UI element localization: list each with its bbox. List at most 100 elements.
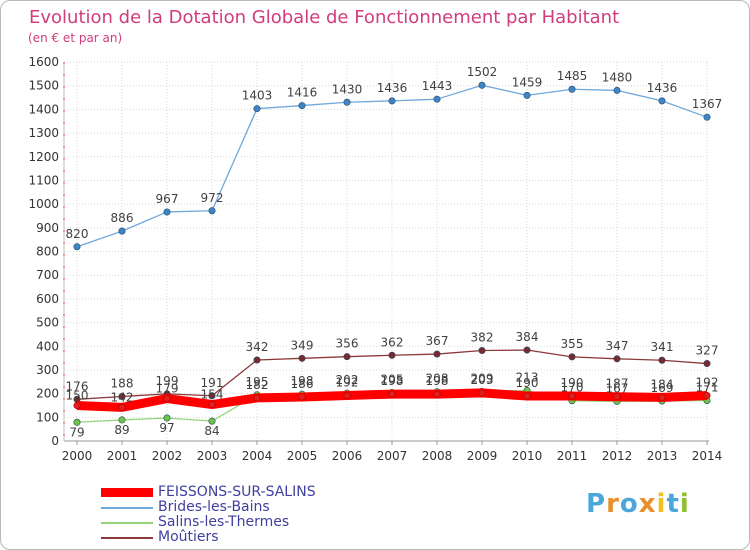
logo-letter: o [619, 489, 639, 519]
y-tick-label: 1300 [28, 126, 59, 140]
chart-subtitle: (en € et par an) [28, 31, 123, 45]
data-point-1 [658, 97, 666, 105]
data-point-0 [73, 401, 81, 409]
legend-label-feissons: FEISSONS-SUR-SALINS [158, 484, 316, 500]
data-label-1: 1436 [377, 81, 408, 95]
data-label-2: 202 [336, 373, 359, 387]
y-tick-label: 1200 [28, 150, 59, 164]
data-label-2: 205 [381, 372, 404, 386]
y-tick-label: 800 [36, 245, 59, 259]
data-point-1 [523, 91, 531, 99]
data-label-3: 176 [66, 379, 89, 393]
data-point-3 [343, 353, 351, 361]
logo-letter: i [679, 489, 690, 519]
data-point-3 [658, 356, 666, 364]
data-label-3: 356 [336, 337, 359, 351]
data-point-2 [208, 417, 216, 425]
data-point-1 [478, 81, 486, 89]
legend-label-moutiers: Moûtiers [158, 529, 219, 545]
x-tick-label: 2001 [107, 449, 138, 463]
x-tick-label: 2004 [242, 449, 273, 463]
data-point-3 [478, 347, 486, 355]
data-label-2: 209 [471, 371, 494, 385]
y-tick-label: 1600 [28, 55, 59, 69]
data-point-1 [253, 105, 261, 113]
data-label-3: 341 [651, 340, 674, 354]
data-label-3: 384 [516, 330, 539, 344]
data-point-1 [118, 227, 126, 235]
data-label-0: 142 [111, 390, 134, 404]
logo-letter: P [586, 489, 607, 519]
chart-title: Evolution de la Dotation Globale de Fonc… [29, 7, 620, 28]
data-point-1 [73, 243, 81, 251]
y-tick-label: 0 [51, 434, 59, 448]
data-label-0: 192 [696, 376, 719, 390]
data-label-2: 79 [69, 425, 84, 439]
data-label-1: 1502 [467, 65, 498, 79]
data-label-0: 203 [471, 373, 494, 387]
data-label-0: 179 [156, 382, 179, 396]
data-point-0 [478, 389, 486, 397]
data-label-3: 342 [246, 340, 269, 354]
legend-item-moutiers: Moûtiers [101, 530, 316, 545]
x-tick-label: 2012 [602, 449, 633, 463]
data-label-3: 191 [201, 376, 224, 390]
data-point-0 [523, 392, 531, 400]
data-point-0 [208, 401, 216, 409]
y-tick-label: 100 [36, 410, 59, 424]
legend-swatch-feissons [101, 488, 153, 497]
data-label-0: 186 [291, 377, 314, 391]
data-point-1 [298, 102, 306, 110]
data-label-2: 195 [246, 375, 269, 389]
data-point-1 [703, 113, 711, 121]
data-label-0: 190 [561, 376, 584, 390]
logo-letter: r [606, 489, 620, 519]
data-point-0 [298, 393, 306, 401]
data-point-3 [703, 360, 711, 368]
data-point-1 [163, 208, 171, 216]
proxiti-logo: Proxiti [586, 489, 690, 519]
data-point-2 [163, 414, 171, 422]
data-label-0: 190 [516, 376, 539, 390]
data-point-1 [343, 98, 351, 106]
y-tick-label: 1100 [28, 173, 59, 187]
x-tick-label: 2013 [647, 449, 678, 463]
data-label-1: 1416 [287, 86, 318, 100]
data-point-0 [343, 392, 351, 400]
data-label-0: 184 [651, 377, 674, 391]
data-label-1: 967 [156, 192, 179, 206]
data-label-0: 198 [426, 374, 449, 388]
data-label-3: 362 [381, 335, 404, 349]
data-label-2: 170 [561, 381, 584, 395]
data-label-1: 972 [201, 191, 224, 205]
legend-item-brides: Brides-les-Bains [101, 500, 316, 515]
legend-label-salins: Salins-les-Thermes [158, 514, 290, 530]
x-tick-label: 2008 [422, 449, 453, 463]
data-point-2 [73, 418, 81, 426]
data-point-0 [253, 394, 261, 402]
y-tick-label: 300 [36, 363, 59, 377]
data-label-3: 188 [111, 376, 134, 390]
data-point-1 [568, 85, 576, 93]
data-label-3: 355 [561, 337, 584, 351]
data-point-3 [523, 346, 531, 354]
data-point-0 [163, 395, 171, 403]
data-point-0 [433, 390, 441, 398]
data-point-3 [613, 355, 621, 363]
x-tick-label: 2007 [377, 449, 408, 463]
data-label-2: 167 [606, 381, 629, 395]
y-tick-label: 400 [36, 339, 59, 353]
y-tick-label: 200 [36, 387, 59, 401]
data-label-2: 213 [516, 371, 539, 385]
data-point-3 [388, 351, 396, 359]
data-label-2: 84 [204, 424, 219, 438]
data-label-2: 171 [696, 380, 719, 394]
data-point-1 [208, 207, 216, 215]
y-tick-label: 600 [36, 292, 59, 306]
data-label-2: 169 [651, 381, 674, 395]
legend-item-feissons: FEISSONS-SUR-SALINS [101, 485, 316, 500]
data-label-3: 199 [156, 374, 179, 388]
legend-item-salins: Salins-les-Thermes [101, 515, 316, 530]
logo-letter: i [656, 489, 667, 519]
data-point-0 [658, 393, 666, 401]
